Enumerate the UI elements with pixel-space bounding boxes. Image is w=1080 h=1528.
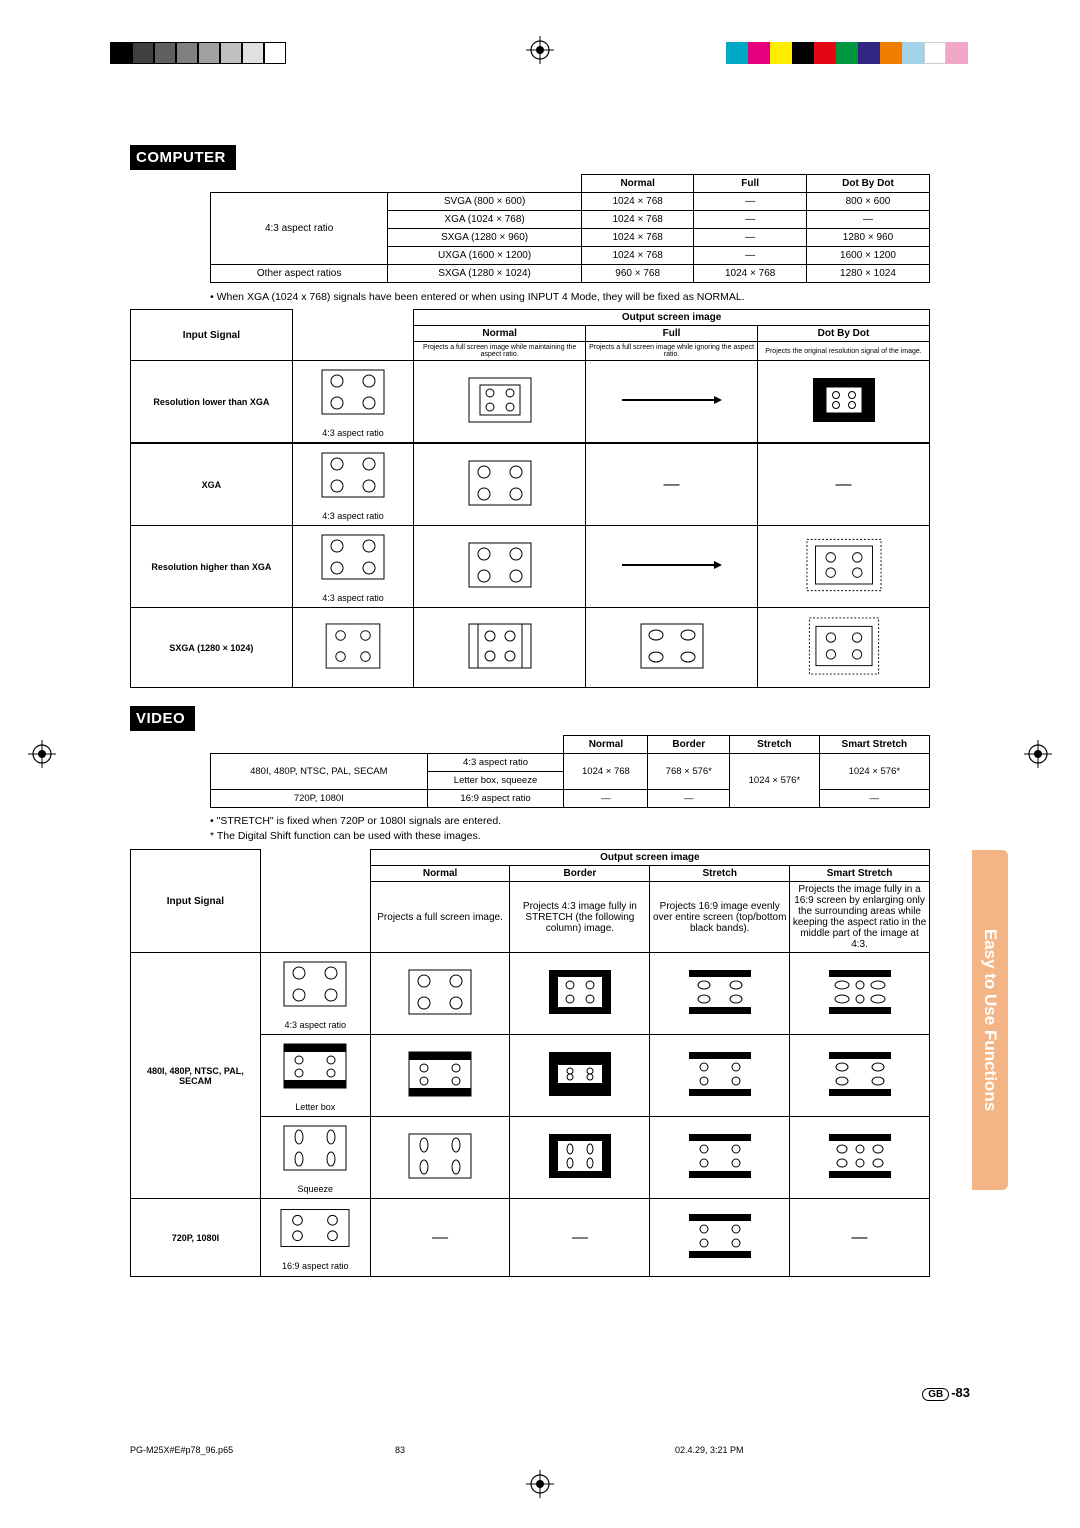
- color-calibration-bars: [726, 42, 968, 64]
- screen-letterbox-border-icon: [548, 1051, 612, 1097]
- screen-sxga-icon: [325, 623, 381, 669]
- screen-squeeze-smart-icon: [828, 1133, 892, 1179]
- screen-smartstretch-icon: [828, 969, 892, 1015]
- video-last-label: 720P, 1080I: [131, 1199, 261, 1277]
- registration-mark-icon: [526, 1470, 554, 1498]
- arrow-icon: [622, 377, 722, 423]
- page-container: COMPUTER Normal Full Dot By Dot 4:3 aspe…: [0, 0, 1080, 1528]
- video-section-header: VIDEO: [130, 706, 195, 731]
- input-signal-header: Input Signal: [131, 310, 293, 361]
- arrow-icon: [622, 560, 722, 570]
- gb-badge: GB: [922, 1388, 949, 1401]
- screen-pillar-icon: [468, 623, 532, 669]
- row-label: SXGA (1280 × 1024): [131, 608, 293, 688]
- footer-date: 02.4.29, 3:21 PM: [675, 1445, 744, 1455]
- output-header: Output screen image: [414, 310, 930, 326]
- col-full: Full: [694, 175, 807, 193]
- screen-normal-icon: [408, 969, 472, 1015]
- col-normal: Normal: [581, 175, 694, 193]
- screen-border-icon: [548, 969, 612, 1015]
- screen-stretch-icon: [688, 969, 752, 1015]
- screen-43-icon: [321, 369, 385, 415]
- computer-section-header: COMPUTER: [130, 145, 236, 170]
- screen-169-icon: [280, 1208, 350, 1248]
- row-label: Resolution higher than XGA: [131, 526, 293, 608]
- screen-squeeze-normal-icon: [408, 1133, 472, 1179]
- footer-filename: PG-M25X#E#p78_96.p65: [130, 1445, 233, 1455]
- screen-letterbox-icon: [283, 1043, 347, 1089]
- side-tab: Easy to Use Functions: [972, 850, 1008, 1190]
- rowgroup-label: 4:3 aspect ratio: [211, 193, 388, 265]
- col-dotbydot: Dot By Dot: [806, 175, 929, 193]
- dash-icon: —: [852, 1229, 868, 1246]
- video-output-table: Input Signal Output screen image Normal …: [130, 849, 930, 1277]
- video-group-label: 480I, 480P, NTSC, PAL, SECAM: [131, 953, 261, 1199]
- footer-page: 83: [395, 1445, 405, 1455]
- video-resolution-table: Normal Border Stretch Smart Stretch 480I…: [210, 735, 930, 808]
- screen-dotted-sxga-icon: [808, 617, 880, 675]
- content-area: COMPUTER Normal Full Dot By Dot 4:3 aspe…: [130, 145, 950, 1277]
- registration-mark-icon: [526, 36, 554, 64]
- registration-mark-icon: [1024, 740, 1052, 768]
- screen-squeeze-icon: [283, 1125, 347, 1171]
- bw-calibration-bars: [110, 42, 286, 64]
- screen-letterbox-smart-icon: [828, 1051, 892, 1097]
- screen-43-icon: [321, 534, 385, 580]
- page-number: GB-83: [922, 1385, 970, 1401]
- computer-resolution-table: Normal Full Dot By Dot 4:3 aspect ratio …: [210, 174, 930, 283]
- screen-43-icon: [321, 452, 385, 498]
- dash-icon: —: [432, 1229, 448, 1246]
- row-label: XGA: [131, 444, 293, 526]
- screen-letterbox-stretch-icon: [688, 1051, 752, 1097]
- computer-note: • When XGA (1024 x 768) signals have bee…: [210, 291, 950, 303]
- side-tab-label: Easy to Use Functions: [980, 929, 1000, 1111]
- screen-squeeze-border-icon: [548, 1133, 612, 1179]
- screen-43-icon: [283, 961, 347, 1007]
- screen-letterbox-normal-icon: [408, 1051, 472, 1097]
- screen-full-icon: [468, 542, 532, 588]
- screen-full-icon: [468, 460, 532, 506]
- screen-dotted-large-icon: [806, 538, 882, 592]
- row-label: Resolution lower than XGA: [131, 361, 293, 443]
- screen-squeeze-stretch-icon: [688, 1133, 752, 1179]
- video-note: • "STRETCH" is fixed when 720P or 1080I …: [210, 814, 950, 843]
- dash-icon: —: [836, 476, 852, 493]
- dash-icon: —: [664, 476, 680, 493]
- dash-icon: —: [572, 1229, 588, 1246]
- registration-mark-icon: [28, 740, 56, 768]
- screen-169-stretch-icon: [688, 1213, 752, 1259]
- screen-normal-small-icon: [468, 377, 532, 423]
- screen-dot-small-icon: [812, 377, 876, 423]
- screen-full-stretch-icon: [640, 623, 704, 669]
- computer-output-table: Input Signal Output screen image Normal …: [130, 309, 930, 688]
